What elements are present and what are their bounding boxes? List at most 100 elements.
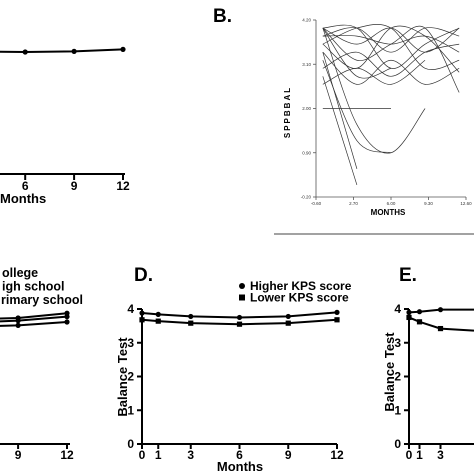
panel-d-point [334, 317, 340, 323]
panel-e-label: E. [399, 265, 417, 286]
panel-d-x-tick-label: 9 [285, 448, 292, 462]
panel-e-y-tick-label: 4 [394, 302, 401, 316]
panel-d-y-tick-label: 3 [127, 336, 134, 350]
panel-d-point [188, 313, 194, 320]
panel-d-y-label: Balance Test [115, 337, 130, 417]
panel-d-legend-marker [239, 283, 245, 289]
panel-e-y-tick-label: 1 [394, 403, 401, 417]
panel-b-x-tick-label: 9.30 [424, 201, 433, 206]
panel-b-trajectory [322, 59, 426, 85]
panel-e-point [416, 319, 423, 325]
panel-d-y-tick-label: 4 [127, 302, 134, 316]
panel-a-x-tick-label: 6 [22, 179, 29, 193]
panel-b-y-tick-label: 4.20 [302, 18, 311, 23]
panel-d-x-label: Months [217, 459, 263, 474]
panel-b-trajectory [322, 27, 460, 53]
panel-a-x-ticks: 6 9 12 [22, 174, 130, 193]
panel-c-point [15, 322, 21, 328]
panel-b-trajectory [322, 35, 460, 53]
panel-d-point [155, 311, 161, 317]
panel-a-point [120, 46, 126, 53]
panel-b-axes: -0.60 2.70 6.00 9.30 12.60 -0.20 0.90 2.00 3.10 4… [301, 18, 472, 207]
panel-a-x-tick-label: 9 [71, 179, 78, 193]
panel-c-series-line [0, 321, 68, 327]
panel-e-x-tick-label: 1 [416, 448, 423, 462]
panel-d-point [334, 309, 340, 315]
panel-e-series [406, 307, 474, 332]
panel-e-y-tick-label: 2 [394, 370, 401, 384]
panel-c-point [64, 314, 70, 320]
panel-b-y-label: SPPBBAL [283, 86, 292, 138]
panel-d-x-tick-label: 12 [330, 448, 344, 462]
panel-b-trajectory [322, 25, 460, 93]
panel-e-series-line [408, 316, 474, 332]
panel-d-y-tick-label: 1 [127, 403, 134, 417]
panel-e-point [406, 309, 412, 315]
panel-e-x-tick-label: 0 [406, 448, 413, 462]
panel-b-label: B. [213, 6, 232, 27]
panel-d-point [285, 313, 291, 320]
panel-d-point [236, 321, 243, 327]
panel-d-legend-label: Higher KPS score [250, 279, 352, 293]
panel-b-trajectory [322, 52, 358, 169]
panel-d-point [155, 318, 161, 324]
panel-c-legend-entry: ollege [2, 266, 38, 280]
panel-d-point [139, 310, 145, 316]
panel-c-x-tick-label: 9 [15, 448, 22, 462]
panel-a-point [71, 48, 77, 55]
panel-d-legend-label: Lower KPS score [250, 291, 349, 305]
panel-b-trajectory [322, 43, 460, 77]
panel-c-x-tick-label: 12 [60, 448, 74, 462]
panel-b-x-tick-label: 2.70 [349, 201, 358, 206]
panel-b-y-tick-label: -0.20 [301, 195, 312, 200]
panel-c-point [64, 319, 70, 325]
panel-a-series [0, 46, 126, 55]
panel-d-point [236, 314, 243, 321]
panel-d-series-line [141, 318, 338, 326]
panel-d-x-tick-label: 3 [187, 448, 194, 462]
panel-a-series-line [0, 48, 124, 54]
panel-b-trajectory [322, 76, 358, 186]
panel-a-x-label: Months [0, 191, 46, 206]
panel-d-point [285, 320, 291, 326]
panel-e-x-tick-label: 3 [437, 448, 444, 462]
panel-b-x-tick-label: 12.60 [460, 201, 472, 206]
panel-a-x-tick-label: 12 [116, 179, 130, 193]
panel-b-x-label: MONTHS [371, 208, 406, 217]
panel-d-x-tick-label: 0 [139, 448, 146, 462]
panel-e-y-tick-label: 0 [394, 437, 401, 451]
panel-a-point [22, 49, 28, 55]
panel-b-trajectory [322, 60, 392, 154]
panel-c-legend-entry: igh school [2, 280, 65, 294]
panel-e-point [437, 307, 444, 313]
panel-d-point [188, 320, 194, 326]
panel-c-point [15, 318, 21, 324]
panel-d-y-tick-label: 0 [127, 437, 134, 451]
panel-c-series [0, 310, 70, 328]
panel-b: B. -0.60 2.70 6.00 9.30 12.60 -0.20 0.90 2.00 3.… [213, 6, 474, 235]
panel-d-label: D. [134, 265, 153, 286]
panel-d-x-tick-label: 6 [236, 448, 243, 462]
panel-c-series-line [0, 312, 68, 320]
panel-b-trajectory [322, 51, 460, 85]
panel-e-point [416, 309, 423, 315]
panel-b-trajectory [322, 25, 460, 73]
panel-b-lines [322, 24, 460, 186]
panel-d-legend-marker [239, 294, 245, 301]
panel-e-y-tick-label: 3 [394, 336, 401, 350]
panel-e-point [406, 314, 412, 321]
panel-d-x-tick-label: 1 [155, 448, 162, 462]
panel-c-series-line [0, 315, 68, 323]
panel-b-trajectory [322, 27, 392, 79]
panel-b-y-tick-label: 3.10 [302, 62, 311, 67]
panel-e-series-line [408, 308, 474, 314]
panel-b-y-tick-label: 0.90 [302, 150, 311, 155]
